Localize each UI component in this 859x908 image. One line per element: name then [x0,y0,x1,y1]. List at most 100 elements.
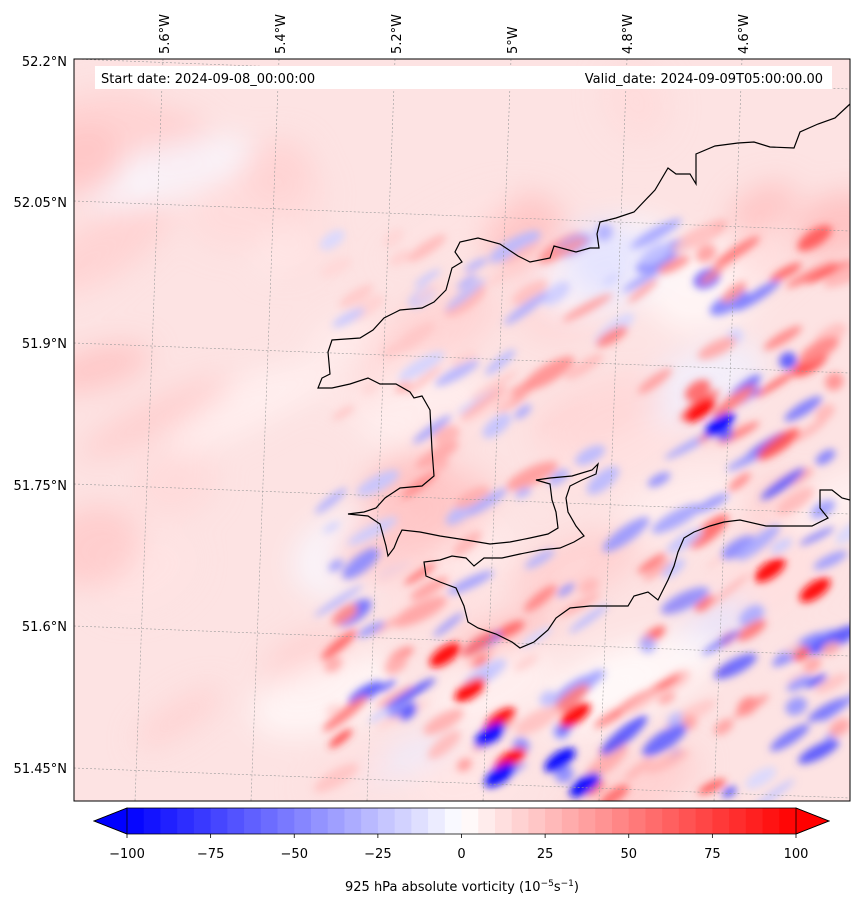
lat-tick-label: 52.2°N [22,55,67,70]
colorbar-segment [645,808,663,834]
vorticity-patch [243,138,313,205]
vorticity-streak [412,415,452,444]
vorticity-streak [539,690,558,707]
vorticity-patch [74,197,174,295]
vorticity-streak [541,281,571,306]
vorticity-core [544,747,576,773]
vorticity-streak [564,353,604,380]
vorticity-streak [586,780,606,797]
vorticity-streak [325,703,341,717]
colorbar: −100 −75 −50 −25 0 25 50 75 100 925 hPa absolute… [92,807,831,895]
colorbar-segment [695,808,713,834]
vorticity-streak [736,619,767,641]
vorticity-streak [599,784,629,801]
vorticity-streak [384,678,436,710]
parallel-line [74,767,850,799]
vorticity-streak [733,694,769,719]
vorticity-streak [414,282,440,303]
vorticity-streak [624,756,654,782]
vorticity-streak [757,428,800,461]
parallel-line [74,625,850,657]
vorticity-patch [728,182,797,236]
vorticity-streak [332,307,365,328]
vorticity-streak [494,620,525,639]
colorbar-segment [478,808,496,834]
vorticity-streak [520,626,553,648]
vorticity-streak [454,486,490,509]
vorticity-streak [810,499,836,519]
colorbar-extend-low [92,807,128,835]
lon-tick-label: 5.4°W [274,14,289,54]
vorticity-streak [392,596,447,628]
colorbar-segment [193,808,212,834]
vorticity-streak [321,629,357,660]
vorticity-patch [133,445,218,519]
vorticity-streak [754,369,799,398]
lon-tick-label: 4.8°W [621,14,636,54]
vorticity-core [684,397,716,423]
vorticity-streak [456,274,478,290]
vorticity-streak [404,563,436,585]
vorticity-streak [694,595,716,612]
vorticity-streak [362,382,378,395]
colorbar-tick-label: 50 [620,847,637,862]
vorticity-streak [784,396,823,422]
latitude-ticks: 52.2°N 52.05°N 51.9°N 51.75°N 51.6°N 51.… [14,55,67,777]
vorticity-streak [432,425,460,446]
vorticity-streak [815,673,848,694]
colorbar-ticks: −100 −75 −50 −25 0 25 50 75 100 [109,834,808,862]
colorbar-segment [227,808,245,834]
vorticity-patch [79,377,232,460]
vorticity-streak [813,550,848,570]
colorbar-segment [595,808,613,834]
colorbar-tick-label: −25 [364,847,391,862]
vorticity-core [799,577,831,603]
vorticity-patch [80,136,253,210]
lat-tick-label: 51.6°N [22,620,67,635]
vorticity-streak [524,549,555,569]
vorticity-streak [415,441,459,469]
colorbar-segment [210,808,228,834]
vorticity-streak [374,557,419,584]
vorticity-streak [763,325,802,351]
vorticity-patch [562,749,700,801]
vorticity-streak [320,257,353,278]
vorticity-streak [638,242,672,266]
vorticity-streak [568,604,609,634]
colorbar-segment [528,808,546,834]
vorticity-streak [642,723,687,757]
vorticity-patch [772,457,850,539]
vorticity-core [559,702,591,728]
colorbar-segment [444,808,463,834]
colorbar-segment [561,808,580,834]
lon-tick-label: 4.6°W [737,14,752,54]
colorbar-segment [712,808,730,834]
colorbar-segment [377,808,396,834]
vorticity-streak [502,241,540,266]
vorticity-streak [684,379,711,402]
vorticity-streak [405,365,442,395]
vorticity-streak [504,291,549,325]
vorticity-streak [423,708,464,735]
lat-tick-label: 51.75°N [14,479,67,494]
colorbar-label-exp1: −5 [541,879,554,889]
vorticity-streak [585,669,606,684]
vorticity-patch [379,192,516,268]
vorticity-streak [375,685,414,708]
longitude-ticks: 5.6°W 5.4°W 5.2°W 5°W 4.8°W 4.6°W [158,14,752,54]
vorticity-streak [786,670,807,683]
vorticity-streak [705,554,726,569]
vorticity-streak [750,778,795,801]
vorticity-streak [322,695,368,732]
vorticity-core [754,557,786,583]
colorbar-segment [578,808,596,834]
vorticity-streak [324,656,343,673]
vorticity-patch [251,654,399,738]
vorticity-streak [493,392,514,410]
vorticity-core [569,772,601,798]
vorticity-streak [709,290,749,316]
vorticity-streak [371,616,402,635]
vorticity-streak [643,559,672,582]
lat-tick-label: 52.05°N [14,196,67,211]
